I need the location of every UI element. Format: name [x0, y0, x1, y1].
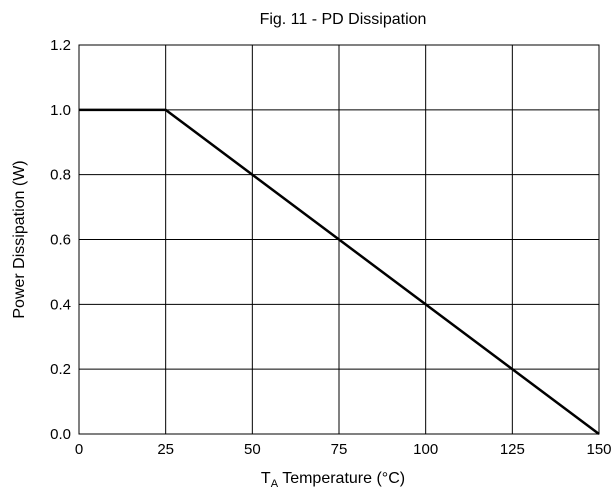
- x-tick-labels: 0 25 50 75 100 125 150: [75, 441, 612, 458]
- series-layer: [79, 108, 600, 436]
- x-tick-label: 50: [244, 441, 261, 458]
- x-axis-label: TA Temperature (°C): [261, 470, 405, 490]
- x-axis-label-rest: Temperature (°C): [278, 470, 405, 487]
- y-tick-label: 1.2: [50, 37, 71, 54]
- x-tick-label: 25: [157, 441, 174, 458]
- y-tick-label: 0.0: [50, 426, 71, 443]
- x-tick-label: 150: [586, 441, 611, 458]
- y-tick-label: 0.2: [50, 361, 71, 378]
- x-tick-label: 0: [75, 441, 83, 458]
- plot-frame: [78, 44, 600, 435]
- y-axis-label: Power Dissipation (W): [11, 160, 28, 318]
- x-tick-label: 125: [500, 441, 525, 458]
- y-tick-labels: 0.0 0.2 0.4 0.6 0.8 1.0 1.2: [50, 37, 71, 443]
- y-tick-label: 1.0: [50, 102, 71, 119]
- y-tick-label: 0.8: [50, 167, 71, 184]
- series-line-0: [79, 108, 600, 436]
- chart-title: Fig. 11 - PD Dissipation: [260, 11, 427, 28]
- x-axis-label-subscript: A: [271, 478, 279, 490]
- x-tick-label: 75: [331, 441, 348, 458]
- x-tick-label: 100: [413, 441, 438, 458]
- x-axis-label-main: T: [261, 470, 271, 487]
- y-tick-label: 0.6: [50, 232, 71, 249]
- y-tick-label: 0.4: [50, 296, 71, 313]
